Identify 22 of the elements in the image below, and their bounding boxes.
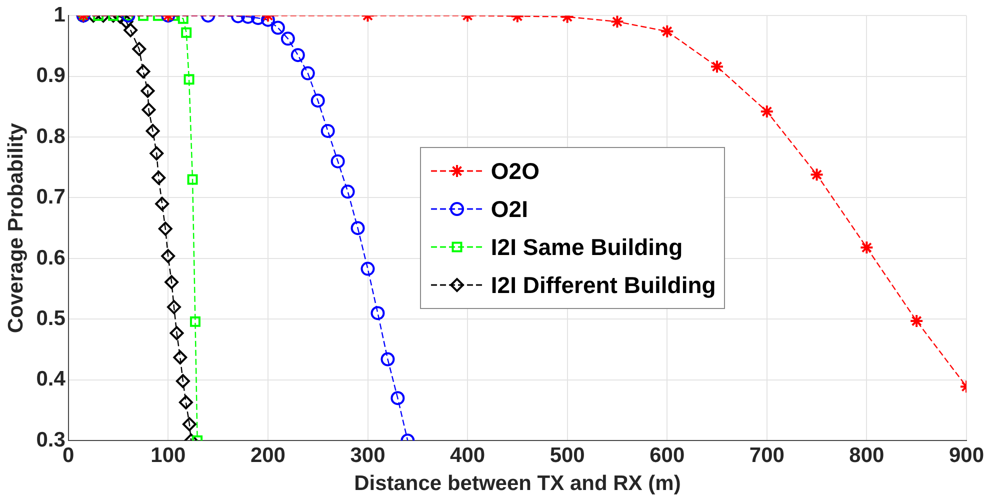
y-tick-label: 0.7 bbox=[36, 186, 66, 209]
x-tick-label: 200 bbox=[250, 444, 286, 467]
x-tick-label: 700 bbox=[749, 444, 784, 467]
legend-label: O2O bbox=[490, 158, 540, 185]
y-tick-label: 0.8 bbox=[36, 124, 66, 148]
x-tick-label: 600 bbox=[650, 444, 685, 467]
x-tick-label: 300 bbox=[350, 444, 386, 467]
y-tick-label: 0.5 bbox=[36, 306, 66, 330]
y-axis-title: Coverage Probability bbox=[4, 122, 28, 334]
legend-label: I2I Same Building bbox=[490, 234, 683, 261]
y-tick-label: 1 bbox=[54, 3, 66, 26]
x-tick-label: 900 bbox=[948, 444, 984, 467]
y-tick-label: 0.6 bbox=[36, 246, 66, 270]
legend-label: O2I bbox=[490, 196, 528, 223]
x-tick-label: 100 bbox=[150, 444, 186, 467]
x-tick-label: 500 bbox=[550, 444, 585, 467]
y-tick-label: 0.9 bbox=[36, 64, 66, 88]
x-tick-label: 400 bbox=[450, 444, 486, 467]
legend-label: I2I Different Building bbox=[490, 272, 716, 299]
x-tick-label: 800 bbox=[849, 444, 884, 467]
x-axis-title: Distance between TX and RX (m) bbox=[354, 472, 681, 496]
y-tick-label: 0.4 bbox=[36, 368, 66, 391]
